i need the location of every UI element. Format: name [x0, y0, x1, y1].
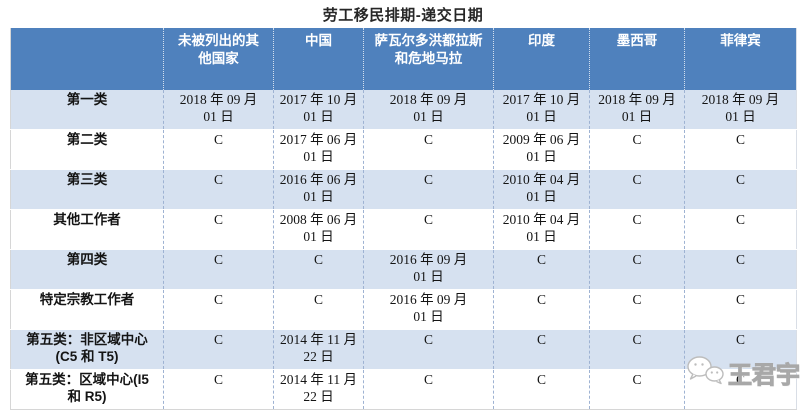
cell: C [273, 249, 364, 290]
column-header-empty [10, 28, 164, 90]
cell: 2017 年 06 月 01 日 [273, 129, 364, 170]
cell: C [163, 209, 274, 250]
row-label: 特定宗教工作者 [10, 289, 164, 330]
cell: 2018 年 09 月 01 日 [589, 90, 685, 130]
table-row: 第五类：区域中心(I5 和 R5) C 2014 年 11 月 22 日 C C… [10, 369, 797, 410]
cell: C [493, 369, 590, 410]
row-label: 第五类：非区域中心 (C5 和 T5) [10, 329, 164, 370]
row-label: 第二类 [10, 129, 164, 170]
cell: 2010 年 04 月 01 日 [493, 209, 590, 250]
column-header-china: 中国 [273, 28, 364, 90]
row-label: 其他工作者 [10, 209, 164, 250]
cell: C [589, 169, 685, 210]
cell: C [163, 329, 274, 370]
cell: 2009 年 06 月 01 日 [493, 129, 590, 170]
cell: C [589, 249, 685, 290]
visa-bulletin-table: 未被列出的其 他国家 中国 萨瓦尔多洪都拉斯 和危地马拉 印度 墨西哥 菲律宾 … [10, 28, 797, 410]
column-header-other-countries: 未被列出的其 他国家 [163, 28, 274, 90]
cell: 2008 年 06 月 01 日 [273, 209, 364, 250]
header-row: 未被列出的其 他国家 中国 萨瓦尔多洪都拉斯 和危地马拉 印度 墨西哥 菲律宾 [10, 28, 797, 90]
cell: C [684, 289, 797, 330]
cell: C [589, 129, 685, 170]
cell: C [493, 329, 590, 370]
cell: 2017 年 10 月 01 日 [273, 90, 364, 130]
cell: 2018 年 09 月 01 日 [363, 90, 494, 130]
column-header-mexico: 墨西哥 [589, 28, 685, 90]
cell: C [363, 129, 494, 170]
column-header-philippines: 菲律宾 [684, 28, 797, 90]
table-row: 第五类：非区域中心 (C5 和 T5) C 2014 年 11 月 22 日 C… [10, 329, 797, 370]
cell: C [163, 129, 274, 170]
row-label: 第三类 [10, 169, 164, 210]
cell: C [589, 329, 685, 370]
cell: C [684, 329, 797, 370]
cell: C [493, 249, 590, 290]
cell: C [493, 289, 590, 330]
cell: 2014 年 11 月 22 日 [273, 329, 364, 370]
table-row: 特定宗教工作者 C C 2016 年 09 月 01 日 C C C [10, 289, 797, 330]
cell: 2016 年 06 月 01 日 [273, 169, 364, 210]
row-label: 第一类 [10, 90, 164, 130]
cell: 2014 年 11 月 22 日 [273, 369, 364, 410]
cell: C [363, 329, 494, 370]
cell: C [163, 249, 274, 290]
cell: C [735, 372, 745, 387]
row-label: 第四类 [10, 249, 164, 290]
cell: 2010 年 04 月 01 日 [493, 169, 590, 210]
table-row: 第四类 C C 2016 年 09 月 01 日 C C C [10, 249, 797, 290]
cell: C [589, 289, 685, 330]
table-header: 未被列出的其 他国家 中国 萨瓦尔多洪都拉斯 和危地马拉 印度 墨西哥 菲律宾 [10, 28, 797, 90]
table-body: 第一类 2018 年 09 月 01 日 2017 年 10 月 01 日 20… [10, 90, 797, 410]
page-title: 劳工移民排期-递交日期 [322, 7, 484, 24]
cell: C [163, 289, 274, 330]
cell: 2017 年 10 月 01 日 [493, 90, 590, 130]
column-header-elsalvador-honduras-guatemala: 萨瓦尔多洪都拉斯 和危地马拉 [363, 28, 494, 90]
row-label: 第五类：区域中心(I5 和 R5) [10, 369, 164, 410]
cell: C [589, 369, 685, 410]
cell: C [363, 209, 494, 250]
cell: C [684, 129, 797, 170]
cell: C [684, 169, 797, 210]
cell: 2016 年 09 月 01 日 [363, 289, 494, 330]
cell: C [273, 289, 364, 330]
table-row: 第一类 2018 年 09 月 01 日 2017 年 10 月 01 日 20… [10, 90, 797, 130]
cell: C [589, 209, 685, 250]
cell: 2016 年 09 月 01 日 [363, 249, 494, 290]
cell: C [163, 369, 274, 410]
table-row: 第二类 C 2017 年 06 月 01 日 C 2009 年 06 月 01 … [10, 129, 797, 170]
cell: 2018 年 09 月 01 日 [163, 90, 274, 130]
cell: C [684, 209, 797, 250]
cell: 2018 年 09 月 01 日 [684, 90, 797, 130]
cell: C [163, 169, 274, 210]
table-row: 第三类 C 2016 年 06 月 01 日 C 2010 年 04 月 01 … [10, 169, 797, 210]
column-header-india: 印度 [493, 28, 590, 90]
cell: C [363, 369, 494, 410]
cell: C [363, 169, 494, 210]
cell: C [684, 249, 797, 290]
table-row: 其他工作者 C 2008 年 06 月 01 日 C 2010 年 04 月 0… [10, 209, 797, 250]
